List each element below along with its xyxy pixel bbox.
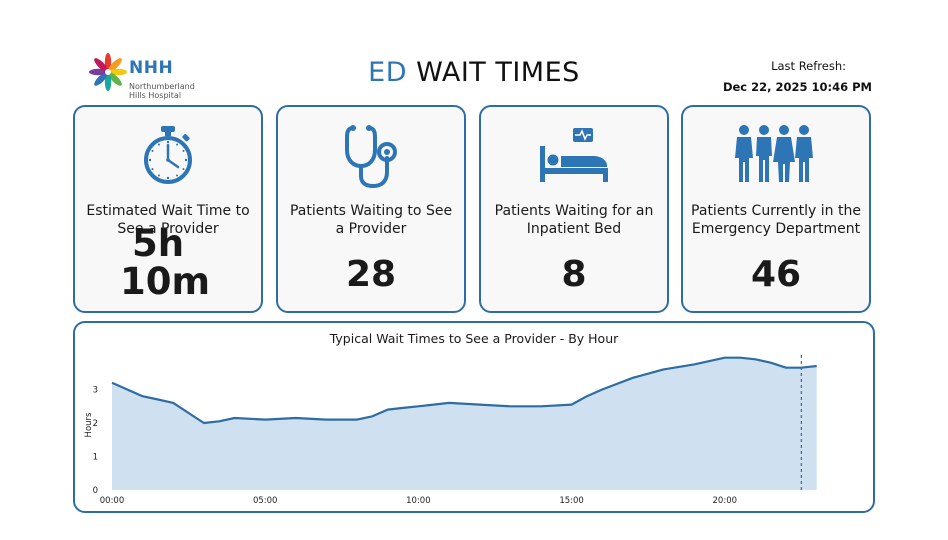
x-tick-label: 20:00 (713, 496, 738, 506)
y-tick-label: 1 (93, 453, 98, 463)
chart-line (111, 356, 817, 425)
kpi-value-waiting-provider: 28 (345, 254, 397, 295)
flower-logo-icon (89, 53, 127, 91)
logo-abbreviation: NHH (129, 58, 174, 78)
chart-title: Typical Wait Times to See a Provider - B… (329, 331, 619, 346)
y-axis-title: Hours (84, 412, 94, 437)
kpi-value-wait-hours: 5h (131, 222, 185, 265)
x-tick-label: 05:00 (253, 496, 277, 506)
logo-name-line1: Northumberland (129, 82, 195, 91)
x-tick-label: 00:00 (100, 496, 125, 506)
kpi-card-waiting-bed: Patients Waiting for an Inpatient Bed 8 (479, 105, 669, 313)
kpi-value-in-ed: 46 (750, 254, 802, 295)
x-tick-label: 10:00 (406, 496, 431, 506)
page-title-accent: ED (368, 57, 408, 88)
kpi-label-waiting-provider: Patients Waiting to See a Provider (289, 203, 453, 237)
chart-area (112, 357, 817, 490)
hospital-bed-icon (540, 128, 608, 182)
y-tick-label: 3 (93, 386, 98, 396)
chart-plot: 0 1 2 3 00:00 05:00 10:00 15:00 20:00 Hours (84, 355, 817, 506)
kpi-value-wait-time: 5h 10m (75, 225, 261, 301)
kpi-value-waiting-bed: 8 (561, 254, 587, 295)
y-tick-label: 2 (93, 419, 98, 429)
x-tick-label: 15:00 (559, 496, 584, 506)
page-title: ED WAIT TIMES (0, 57, 948, 88)
kpi-label-waiting-bed: Patients Waiting for an Inpatient Bed (494, 203, 654, 237)
stethoscope-icon (345, 125, 397, 189)
last-refresh-value: Dec 22, 2025 10:46 PM (722, 80, 872, 94)
hourly-wait-chart: Typical Wait Times to See a Provider - B… (73, 321, 875, 513)
people-icon (735, 125, 813, 182)
last-refresh-label: Last Refresh: (771, 59, 846, 73)
hospital-logo: NHH Northumberland Hills Hospital (88, 52, 218, 100)
logo-hospital-name: Northumberland Hills Hospital (129, 82, 219, 100)
kpi-card-wait-time: Estimated Wait Time to See a Provider 5h… (73, 105, 263, 313)
stopwatch-icon (144, 126, 192, 184)
page-title-rest: WAIT TIMES (416, 57, 580, 88)
kpi-label-wait-time: Estimated Wait Time to See a Provider (86, 203, 250, 237)
kpi-card-in-ed: Patients Currently in the Emergency Depa… (681, 105, 871, 313)
kpi-label-in-ed: Patients Currently in the Emergency Depa… (691, 203, 861, 237)
kpi-card-waiting-provider: Patients Waiting to See a Provider 28 (276, 105, 466, 313)
logo-name-line2: Hills Hospital (129, 91, 182, 100)
kpi-value-wait-minutes: 10m (119, 260, 211, 303)
y-tick-label: 0 (93, 486, 98, 496)
